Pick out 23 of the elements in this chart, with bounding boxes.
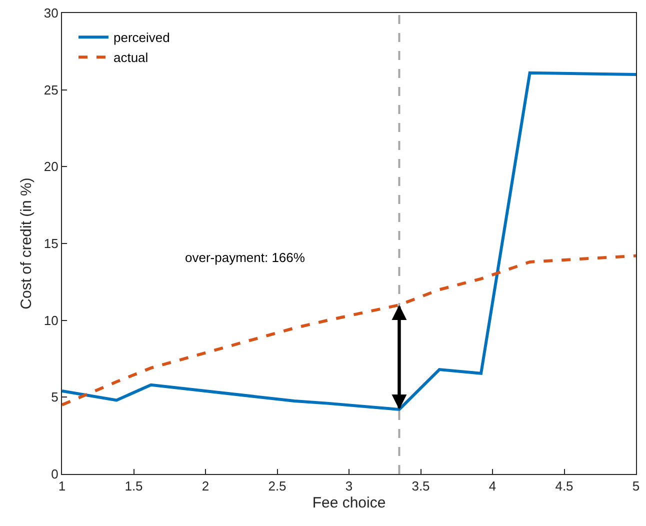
y-tick-label: 20 (44, 159, 58, 174)
line-series (62, 254, 636, 406)
y-tick-label: 30 (44, 6, 58, 21)
x-tick-label: 3.5 (412, 478, 430, 494)
y-axis-title: Cost of credit (in %) (18, 178, 36, 310)
y-tick-label: 5 (51, 390, 58, 405)
annotation: over-payment: 166% (185, 250, 306, 265)
x-tick-label: 4 (488, 478, 496, 494)
x-tick-label: 5 (632, 478, 640, 494)
y-tick-label: 10 (44, 312, 58, 328)
x-tick-label: 1.5 (124, 478, 143, 494)
x-axis-title: Fee choice (312, 494, 386, 512)
x-tick-label: 4.5 (555, 478, 574, 494)
legend-label: perceived (113, 30, 170, 46)
x-tick-label: 2.5 (268, 478, 286, 494)
y-tick-label: 0 (51, 466, 58, 482)
line-series (62, 71, 636, 411)
y-tick-label: 15 (44, 236, 58, 252)
x-tick-label: 3 (345, 478, 353, 494)
legend-label: actual (113, 50, 148, 66)
x-tick-label: 1 (58, 478, 66, 494)
x-tick-label: 2 (202, 478, 210, 494)
y-tick-label: 25 (44, 82, 58, 98)
